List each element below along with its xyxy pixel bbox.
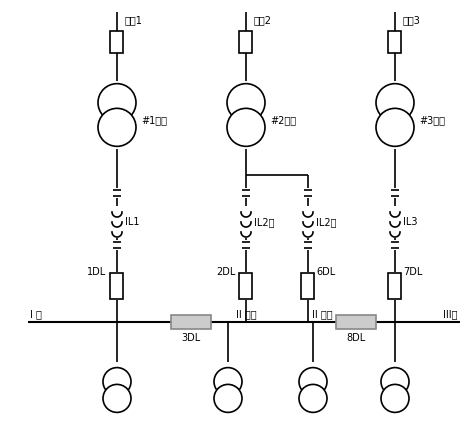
Text: IL2甲: IL2甲 (253, 217, 274, 227)
Text: IL2乙: IL2乙 (315, 217, 336, 227)
Text: 进线1: 进线1 (125, 15, 143, 25)
Bar (239, 31, 252, 53)
Circle shape (103, 385, 131, 412)
Text: IL1: IL1 (125, 217, 139, 227)
Bar (170, 315, 210, 329)
Text: 7DL: 7DL (402, 267, 421, 277)
Circle shape (227, 84, 265, 122)
Bar (110, 273, 123, 299)
Text: III母: III母 (443, 309, 457, 319)
Circle shape (214, 385, 241, 412)
Text: 3DL: 3DL (181, 333, 200, 343)
Bar (387, 273, 401, 299)
Text: II 母甲: II 母甲 (236, 309, 256, 319)
Circle shape (227, 109, 265, 146)
Circle shape (375, 84, 413, 122)
Circle shape (98, 84, 136, 122)
Text: IL3: IL3 (402, 217, 416, 227)
Text: #2主变: #2主变 (269, 115, 296, 125)
Bar (110, 31, 123, 53)
Bar (239, 273, 252, 299)
Text: 1DL: 1DL (87, 267, 106, 277)
Circle shape (298, 368, 327, 395)
Circle shape (103, 368, 131, 395)
Circle shape (375, 109, 413, 146)
Text: 进线3: 进线3 (402, 15, 420, 25)
Circle shape (98, 109, 136, 146)
Text: #1主变: #1主变 (141, 115, 167, 125)
Text: 6DL: 6DL (315, 267, 335, 277)
Text: 2DL: 2DL (216, 267, 235, 277)
Circle shape (298, 385, 327, 412)
Text: 8DL: 8DL (346, 333, 365, 343)
Bar (301, 273, 314, 299)
Circle shape (380, 368, 408, 395)
Text: II 母乙: II 母乙 (311, 309, 332, 319)
Text: 进线2: 进线2 (253, 15, 271, 25)
Text: #3主变: #3主变 (418, 115, 444, 125)
Circle shape (214, 368, 241, 395)
Bar (335, 315, 375, 329)
Bar (387, 31, 401, 53)
Circle shape (380, 385, 408, 412)
Text: I 母: I 母 (30, 309, 42, 319)
